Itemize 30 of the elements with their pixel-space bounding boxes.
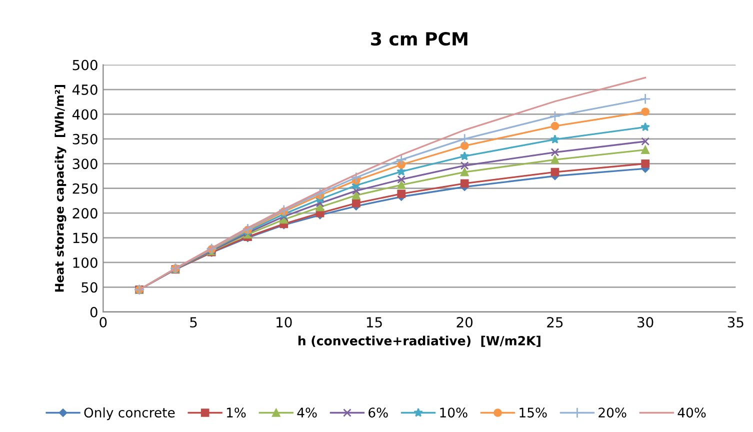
y-tick-label: 450 [72, 84, 98, 95]
y-tick-label: 50 [82, 282, 98, 293]
legend-label: 6% [368, 408, 388, 418]
y-tick-label: 100 [73, 257, 98, 268]
y-tick-label: 250 [72, 183, 98, 194]
x-tick-label: 30 [638, 317, 654, 328]
y-tick-label: 300 [72, 158, 98, 170]
legend-label: Only concrete [84, 407, 175, 420]
x-tick-label: 5 [190, 317, 197, 328]
y-tick-label: 0 [90, 306, 98, 318]
x-tick-label: 10 [276, 317, 292, 328]
x-axis-title: h (convective+radiative) [W/m2K] [298, 336, 540, 347]
legend-label: 15% [520, 408, 547, 418]
legend-label: 1% [226, 408, 246, 418]
legend-label: 10% [440, 408, 468, 418]
y-tick-label: 200 [72, 208, 98, 219]
x-tick-label: 15 [366, 317, 382, 328]
x-tick-label: 25 [547, 317, 563, 328]
chart-title: 3 cm PCM [371, 32, 468, 46]
y-tick-label: 350 [72, 134, 98, 144]
y-tick-label: 400 [72, 109, 98, 120]
y-tick-label: 500 [72, 60, 98, 70]
x-tick-label: 35 [728, 317, 744, 328]
legend-label: 40% [678, 408, 706, 418]
x-tick-label: 0 [100, 317, 107, 328]
x-tick-label: 20 [456, 317, 473, 328]
legend-label: 20% [598, 408, 626, 418]
legend-label: 4% [297, 408, 317, 418]
y-axis-title: Heat storage capacity [Wh/m²] [54, 85, 66, 292]
y-tick-label: 150 [73, 232, 98, 244]
